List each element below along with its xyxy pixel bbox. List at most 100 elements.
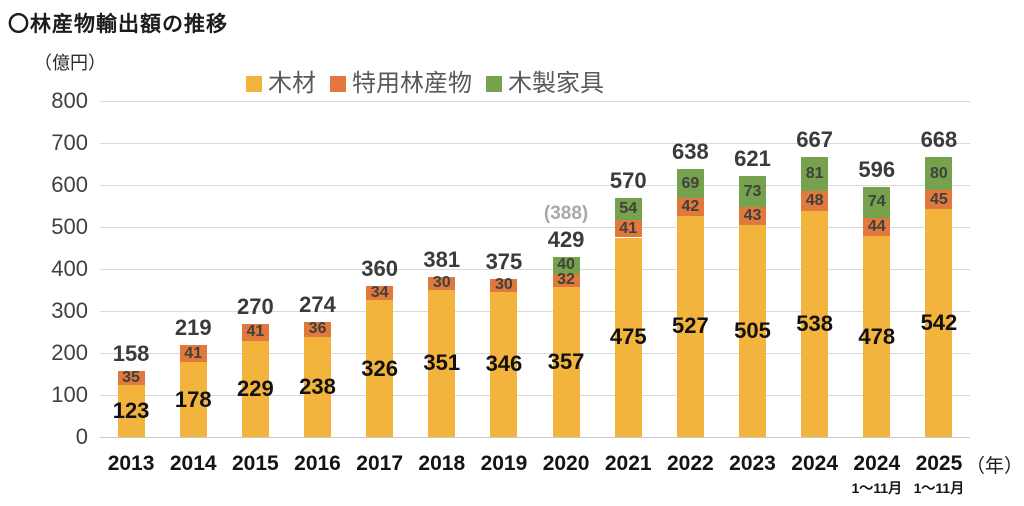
bar-value-label: 478 (858, 323, 896, 349)
bar-segment-木材-2017 (366, 300, 394, 437)
bar-total-label: 621 (734, 146, 771, 172)
bar-segment-特用林産物-2019 (490, 279, 518, 292)
gridline-500 (100, 227, 970, 228)
x-tick-label-12: 2024 (853, 452, 901, 475)
x-tick-label-0: 2013 (107, 452, 155, 475)
gridline-400 (100, 269, 970, 270)
bar-total-label: 219 (174, 315, 212, 341)
bar-segment-特用林産物-2018 (428, 276, 456, 290)
bar-segment-特用林産物-2021 (614, 220, 642, 238)
bar-value-label: 527 (671, 313, 709, 339)
bar-total-label: 667 (796, 126, 833, 152)
y-tick-label-600: 600 (51, 172, 88, 197)
bar-value-label: 48 (805, 191, 824, 209)
bar-segment-木材-2020 (552, 287, 580, 437)
bar-segment-特用林産物-2016 (304, 321, 331, 338)
bar-value-label: 41 (246, 323, 265, 341)
bar-segment-木製家具-2021 (614, 197, 642, 221)
bar-value-label: 44 (867, 218, 886, 235)
bar-value-label: 41 (619, 219, 638, 237)
bar-value-label: 36 (308, 320, 327, 338)
bar-value-label: 326 (361, 355, 398, 381)
bar-segment-木製家具-2022 (676, 169, 704, 198)
bar-total-label: 429 (547, 226, 585, 252)
x-tick-label-1: 2014 (169, 452, 217, 475)
bar-total-label: 274 (299, 291, 336, 317)
legend-label: 木材 (268, 70, 316, 97)
legend-swatch-icon (330, 76, 346, 92)
y-tick-label-800: 800 (51, 88, 88, 113)
bar-segment-木製家具-2024 (863, 186, 891, 218)
bar-segment-木材-2021 (614, 237, 642, 437)
bar-segment-木製家具-2024 (801, 156, 829, 191)
bar-value-label: 45 (930, 190, 948, 208)
bar-segment-特用林産物-2015 (241, 323, 269, 341)
x-tick-label-4: 2017 (356, 452, 403, 475)
legend-item-2: 特用林産物 (330, 72, 472, 96)
bar-value-label: 505 (734, 317, 771, 343)
bar-segment-特用林産物-2024 (863, 217, 891, 237)
gridline-600 (100, 185, 970, 186)
legend-swatch-icon (246, 76, 262, 92)
bar-total-label: 570 (609, 167, 647, 193)
bar-value-label: 35 (122, 368, 140, 386)
bar-segment-特用林産物-2024 (801, 190, 829, 212)
x-tick-sublabel-12: 1～11月 (851, 480, 903, 496)
bar-segment-木材-2014 (179, 362, 207, 437)
x-tick-label-6: 2019 (480, 452, 528, 475)
legend-swatch-icon (486, 76, 502, 92)
bar-value-label: 73 (743, 182, 762, 200)
bar-annotation-label: (388) (543, 202, 589, 224)
y-tick-label-200: 200 (51, 340, 88, 365)
x-axis-unit-label: （年） (966, 456, 1024, 477)
bar-value-label: 346 (485, 351, 523, 377)
y-tick-label-700: 700 (51, 130, 88, 155)
x-tick-label-7: 2020 (542, 452, 590, 475)
bar-total-label: 375 (485, 249, 523, 275)
bar-value-label: 30 (495, 276, 513, 294)
bar-segment-木材-2025 (925, 209, 953, 437)
bar-segment-木材-2016 (304, 337, 331, 437)
gridline-300 (100, 311, 970, 312)
gridline-0 (100, 437, 970, 438)
bar-total-label: 638 (671, 139, 709, 165)
bar-segment-特用林産物-2022 (676, 198, 704, 216)
y-tick-label-300: 300 (51, 298, 88, 323)
x-tick-label-11: 2024 (791, 452, 838, 475)
bar-total-label: 381 (423, 246, 461, 272)
bar-value-label: 542 (920, 310, 958, 336)
bar-total-label: 668 (920, 126, 958, 152)
bar-segment-木材-2023 (739, 224, 766, 437)
bar-value-label: 43 (743, 206, 762, 224)
bar-segment-木材-2024 (863, 236, 891, 437)
x-tick-label-10: 2023 (729, 452, 776, 475)
bar-value-label: 80 (930, 164, 948, 182)
x-tick-label-8: 2021 (604, 452, 652, 475)
bar-segment-特用林産物-2014 (179, 345, 207, 363)
page-title: 〇林産物輸出額の推移 (8, 13, 228, 36)
y-tick-label-500: 500 (51, 214, 88, 239)
bar-value-label: 69 (681, 174, 700, 192)
bar-value-label: 41 (184, 344, 203, 362)
bar-segment-特用林産物-2013 (117, 370, 145, 386)
bar-value-label: 32 (557, 271, 575, 289)
gridline-100 (100, 395, 970, 396)
gridline-200 (100, 353, 970, 354)
bar-value-label: 538 (796, 311, 833, 337)
bar-total-label: 360 (361, 255, 398, 281)
bar-value-label: 229 (236, 375, 274, 401)
bar-value-label: 40 (557, 256, 575, 274)
bar-segment-特用林産物-2017 (366, 285, 394, 301)
bar-segment-木材-2019 (490, 291, 518, 437)
x-tick-label-2: 2015 (231, 452, 279, 475)
bar-value-label: 42 (681, 197, 700, 215)
bar-segment-木製家具-2025 (925, 156, 953, 191)
x-tick-sublabel-13: 1～11月 (913, 480, 965, 496)
gridline-800 (100, 101, 970, 102)
bar-segment-木材-2013 (117, 385, 145, 437)
legend-label: 特用林産物 (352, 70, 472, 97)
legend-item-1: 木材 (246, 72, 316, 96)
chart-legend: 木材 特用林産物 木製家具 (246, 72, 604, 96)
bar-value-label: 74 (867, 193, 886, 211)
legend-item-3: 木製家具 (486, 72, 604, 96)
